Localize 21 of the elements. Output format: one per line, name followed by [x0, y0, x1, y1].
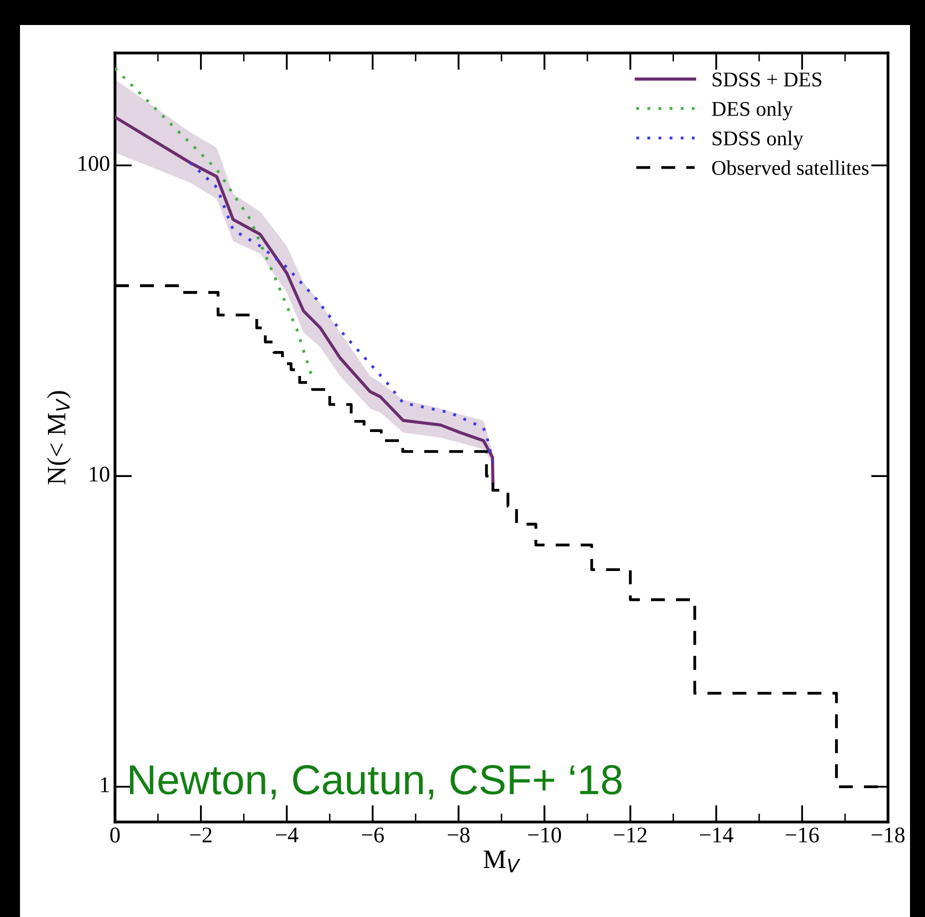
x-tick-label: −8: [448, 828, 470, 842]
x-tick-label: −4: [276, 828, 298, 842]
y-axis-title: N(< M$_{V}$): [46, 391, 71, 484]
x-tick-label: −18: [872, 828, 905, 842]
annotation: Newton, Cautun, CSF+ ‘18: [130, 765, 622, 800]
legend-label: DES only: [712, 101, 793, 120]
x-tick-label: 0: [110, 828, 120, 842]
legend-label: Observed satellites: [712, 160, 868, 175]
y-tick-label: 1: [100, 777, 109, 792]
x-tick-label: −2: [190, 828, 212, 842]
line-series: [188, 161, 494, 465]
x-tick-label: −12: [614, 828, 646, 842]
legend-label: SDSS + DES: [712, 72, 822, 87]
legend-label: SDSS only: [712, 130, 804, 150]
x-axis-title: M$_{V}$: [484, 850, 520, 872]
y-tick-label: 100: [78, 156, 110, 171]
x-tick-label: −16: [786, 828, 819, 842]
y-tick-label: 10: [90, 466, 110, 482]
x-tick-label: −10: [528, 828, 561, 842]
x-tick-label: −6: [362, 828, 384, 842]
x-tick-label: −14: [700, 828, 734, 842]
